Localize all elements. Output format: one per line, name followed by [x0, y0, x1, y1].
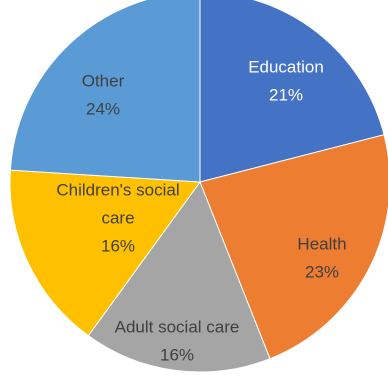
pie-slice-adult-social-care: [87, 180, 271, 373]
pie-slice-children-s-social-care: [9, 169, 201, 337]
slice-label-education: Education 21%: [248, 57, 324, 104]
slice-percent-label: 24%: [86, 99, 120, 118]
slice-percent-label: 21%: [269, 85, 303, 104]
slice-percent-label: 23%: [305, 262, 339, 281]
slice-label-children-s-social-care: Children's social care 16%: [56, 180, 179, 255]
pie-slice-health: [199, 134, 388, 360]
slice-name-label: care: [101, 208, 134, 227]
slice-percent-label: 16%: [101, 236, 135, 255]
slice-labels: Education 21% Health 23% Adult social care 16…: [56, 57, 346, 364]
slice-name-label: Adult social care: [115, 317, 240, 336]
slice-name-label: Education: [248, 57, 324, 76]
pie-slices: [9, 0, 388, 373]
slice-name-label: Health: [297, 234, 346, 253]
pie-slice-other: [9, 0, 201, 183]
slice-label-other: Other 24%: [82, 71, 125, 118]
slice-label-health: Health 23%: [297, 234, 346, 281]
slice-name-label: Children's social: [56, 180, 179, 199]
pie-slice-education: [199, 0, 385, 183]
slice-percent-label: 16%: [160, 345, 194, 364]
slice-name-label: Other: [82, 71, 125, 90]
slice-label-adult-social-care: Adult social care 16%: [115, 317, 240, 364]
